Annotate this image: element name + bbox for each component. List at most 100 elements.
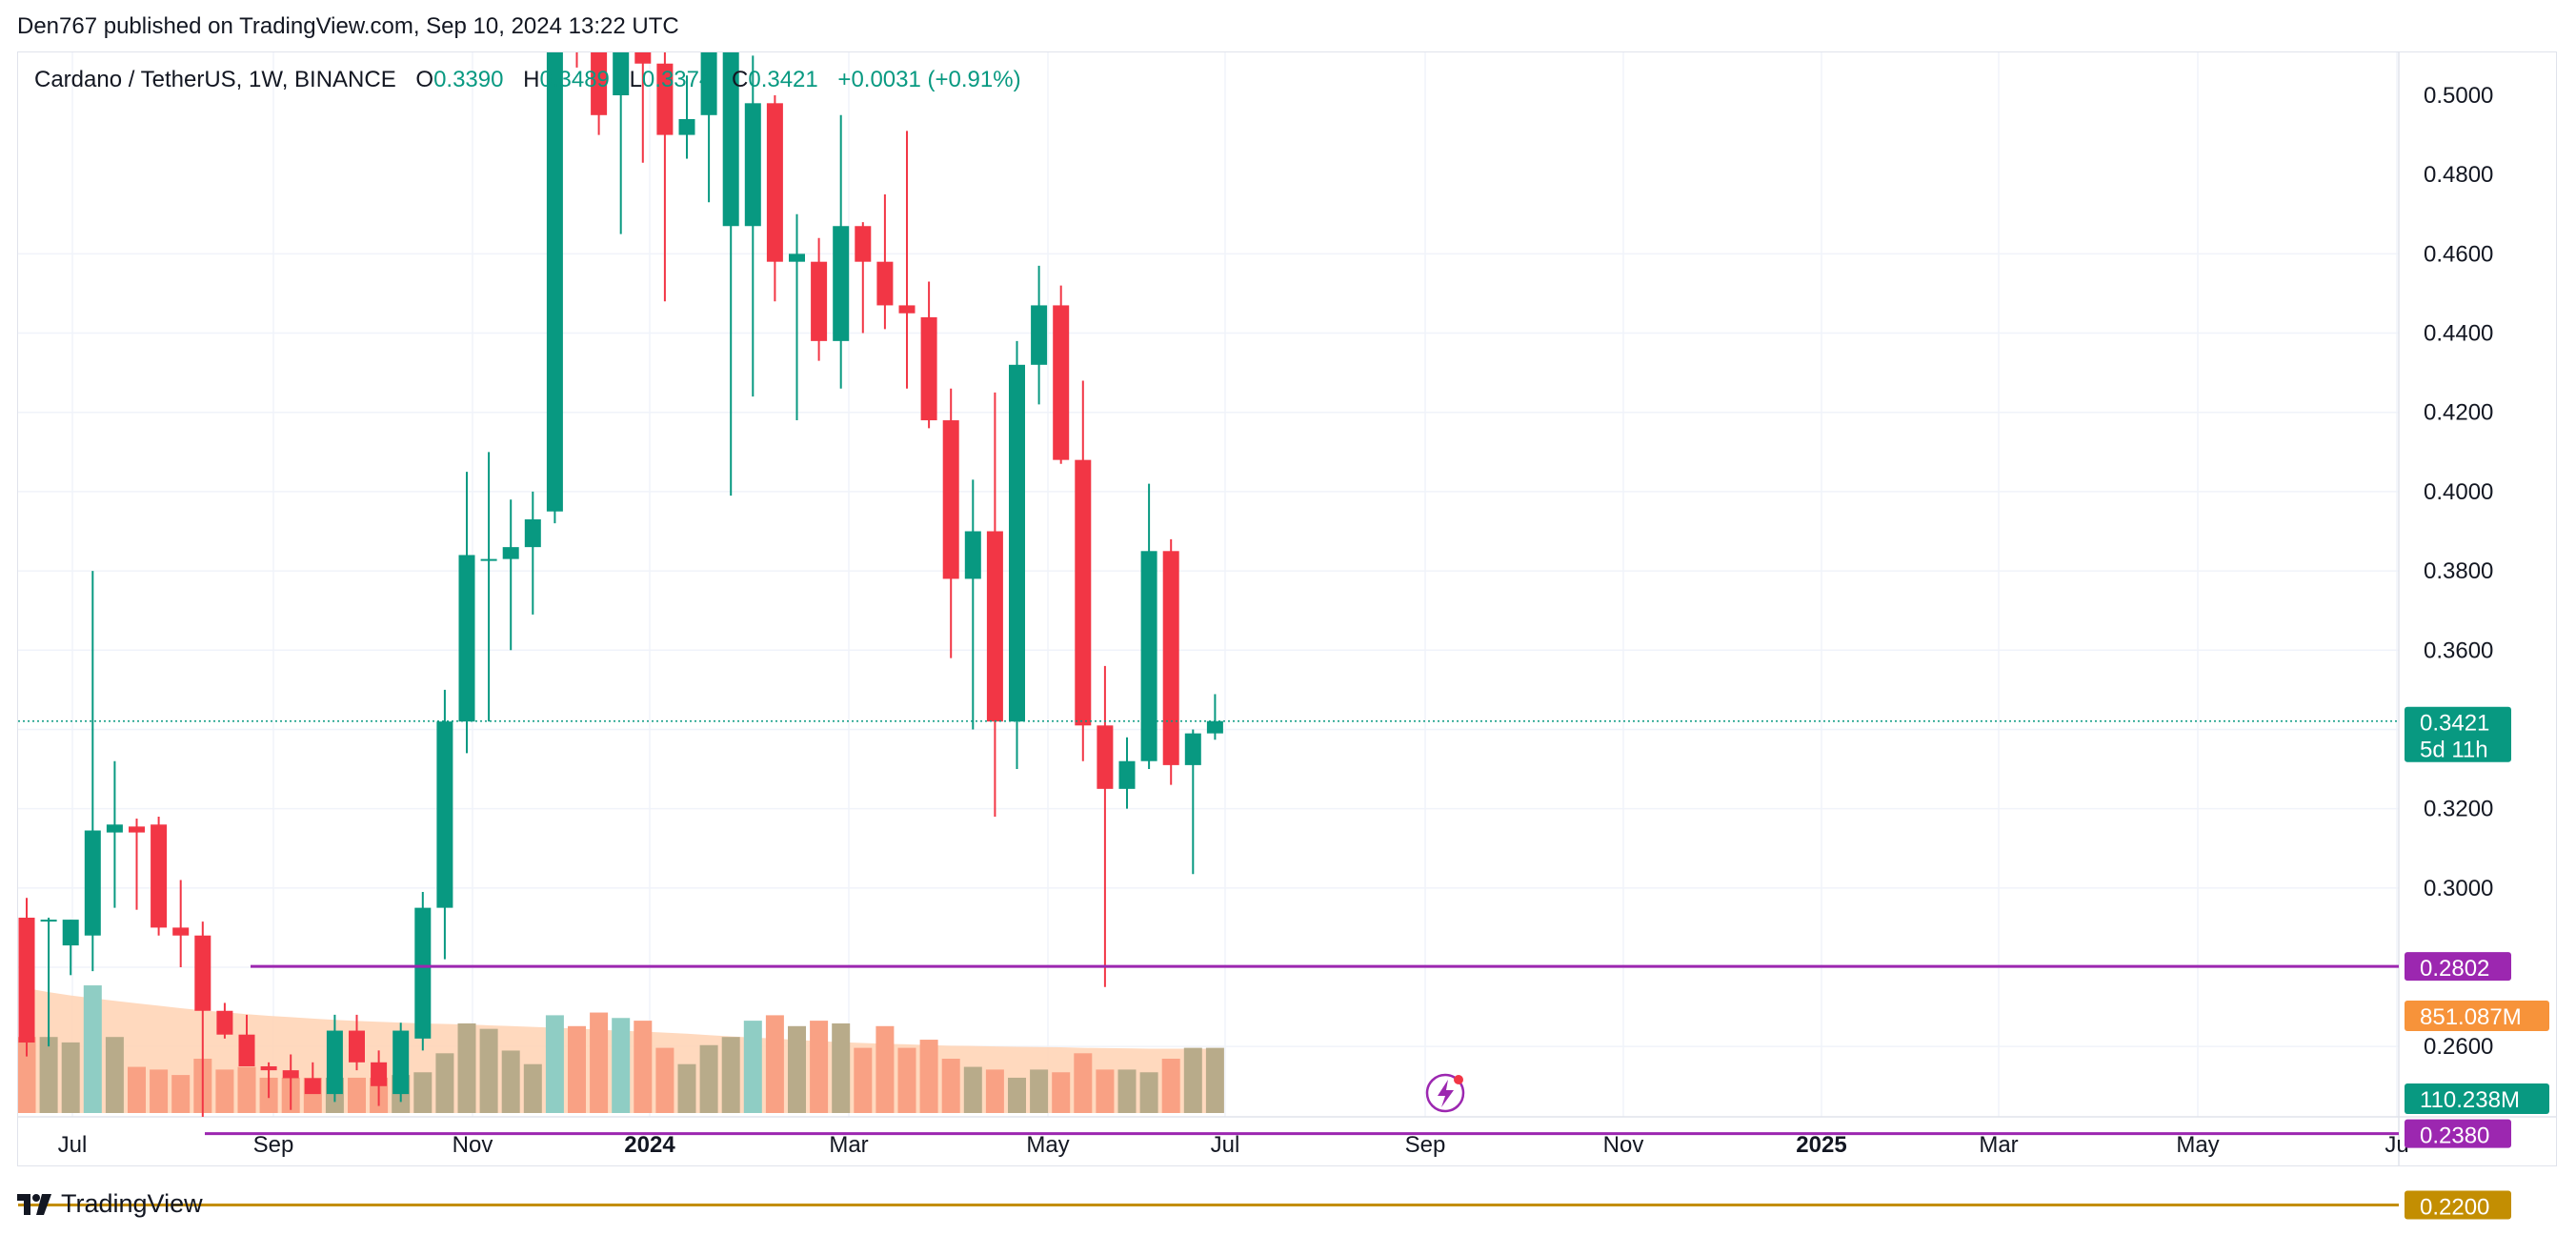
volume-bar	[1074, 1053, 1093, 1113]
time-tick-label: Jul	[1211, 1132, 1240, 1158]
candle-body	[458, 555, 475, 722]
volume-bars	[18, 985, 1224, 1113]
candle-body	[436, 721, 453, 908]
price-tick-label: 0.5000	[2424, 83, 2493, 109]
level-badge-text: 0.2380	[2420, 1124, 2489, 1149]
price-tick-label: 0.3800	[2424, 558, 2493, 584]
volume-bar	[1161, 1059, 1180, 1113]
candle-body	[18, 918, 35, 1043]
candle-body	[1075, 459, 1092, 726]
candle-body	[700, 52, 717, 115]
chart-frame	[17, 51, 2557, 1166]
candle-body	[106, 824, 123, 833]
time-tick-label: Mar	[829, 1132, 868, 1158]
volume-bar	[171, 1075, 191, 1113]
volume-bar	[1096, 1069, 1115, 1113]
volume-bar	[39, 1037, 58, 1113]
low-value: 0.3374	[641, 67, 713, 92]
volume-bar	[1205, 1047, 1224, 1113]
volume-bar	[963, 1066, 982, 1113]
volume-bar	[832, 1022, 851, 1113]
candle-body	[194, 935, 211, 1011]
volume-bar	[875, 1025, 895, 1113]
volume-bar	[413, 1072, 433, 1113]
price-tick-label: 0.3200	[2424, 797, 2493, 822]
candle-body	[1206, 720, 1223, 734]
candle-body	[766, 103, 783, 262]
open-label: O	[415, 67, 434, 92]
volume-bar	[545, 1015, 564, 1113]
volume-bar	[810, 1021, 829, 1113]
time-tick-label: 2025	[1796, 1132, 1846, 1158]
symbol-title: Cardano / TetherUS, 1W, BINANCE	[34, 67, 396, 92]
candle-body	[392, 1030, 410, 1095]
level-badge-text: 0.2200	[2420, 1195, 2489, 1221]
candle-body	[1184, 733, 1201, 765]
volume-value-badge-bg	[2405, 1083, 2549, 1114]
close-label: C	[732, 67, 749, 92]
candle-body	[789, 253, 805, 262]
candle-body	[1118, 760, 1136, 789]
tradingview-wordmark: TradingView	[61, 1189, 203, 1218]
price-tick-label: 0.4800	[2424, 162, 2493, 188]
candle-body	[876, 261, 894, 306]
volume-bar	[788, 1025, 806, 1113]
last-price-badge-bg	[2405, 706, 2511, 762]
tradingview-logo-icon	[17, 1193, 51, 1215]
candle-body	[129, 826, 145, 833]
candle-body	[349, 1030, 365, 1063]
volume-bar	[655, 1047, 674, 1113]
volume-bar	[568, 1025, 586, 1113]
time-tick-label: Nov	[1603, 1132, 1644, 1158]
volume-bar	[985, 1069, 1004, 1113]
level-badge-text: 0.2802	[2420, 956, 2489, 982]
candle-body	[986, 531, 1003, 722]
time-tick-label: Sep	[1405, 1132, 1446, 1158]
published-line: Den767 published on TradingView.com, Sep…	[17, 13, 679, 39]
candle-body	[1053, 305, 1070, 460]
candle-body	[1009, 364, 1025, 722]
candle-body	[480, 558, 497, 561]
candle-body	[371, 1062, 388, 1086]
candle-body	[634, 52, 652, 64]
candle-body	[1162, 551, 1179, 765]
price-tick-label: 0.4000	[2424, 479, 2493, 505]
volume-bar	[18, 1037, 36, 1113]
candle-body	[855, 226, 872, 262]
low-label: L	[629, 67, 642, 92]
candle-body	[898, 305, 916, 314]
volume-bar	[83, 985, 102, 1113]
volume-bar	[128, 1066, 146, 1113]
last-price-badge-text: 0.3421	[2420, 711, 2489, 737]
volume-bar	[854, 1047, 873, 1113]
level-badge-bg	[2405, 1190, 2511, 1220]
candle-body	[282, 1070, 299, 1079]
volume-bar	[919, 1040, 938, 1113]
volume-bar	[1008, 1077, 1026, 1113]
candle-body	[1031, 305, 1048, 365]
volume-bar	[523, 1063, 542, 1113]
time-tick-label: 2024	[624, 1132, 675, 1158]
footer-brand[interactable]: TradingView	[17, 1189, 203, 1219]
candle-body	[591, 52, 608, 115]
candle-body	[40, 920, 57, 922]
replay-icon[interactable]	[1425, 1073, 1465, 1113]
volume-bar	[501, 1050, 520, 1113]
volume-bar	[1139, 1072, 1158, 1113]
candle-body	[62, 920, 79, 946]
price-tick-label: 0.2600	[2424, 1034, 2493, 1060]
candle-body	[964, 531, 981, 579]
candle-body	[151, 824, 168, 928]
candle-body	[546, 52, 563, 512]
volume-bar	[150, 1069, 169, 1113]
volume-bar	[215, 1069, 234, 1113]
candle-body	[238, 1034, 255, 1066]
candle-body	[744, 103, 761, 227]
candle-body	[1097, 725, 1114, 789]
candle-body	[569, 0, 585, 24]
volume-value-badge-text: 110.238M	[2420, 1087, 2520, 1113]
time-axis: Jul Sep Nov 2024 Mar May Jul Sep Nov 2025 Mar May Ju	[58, 1132, 2409, 1158]
time-tick-label: Jul	[58, 1132, 88, 1158]
close-value: 0.3421	[748, 67, 818, 92]
